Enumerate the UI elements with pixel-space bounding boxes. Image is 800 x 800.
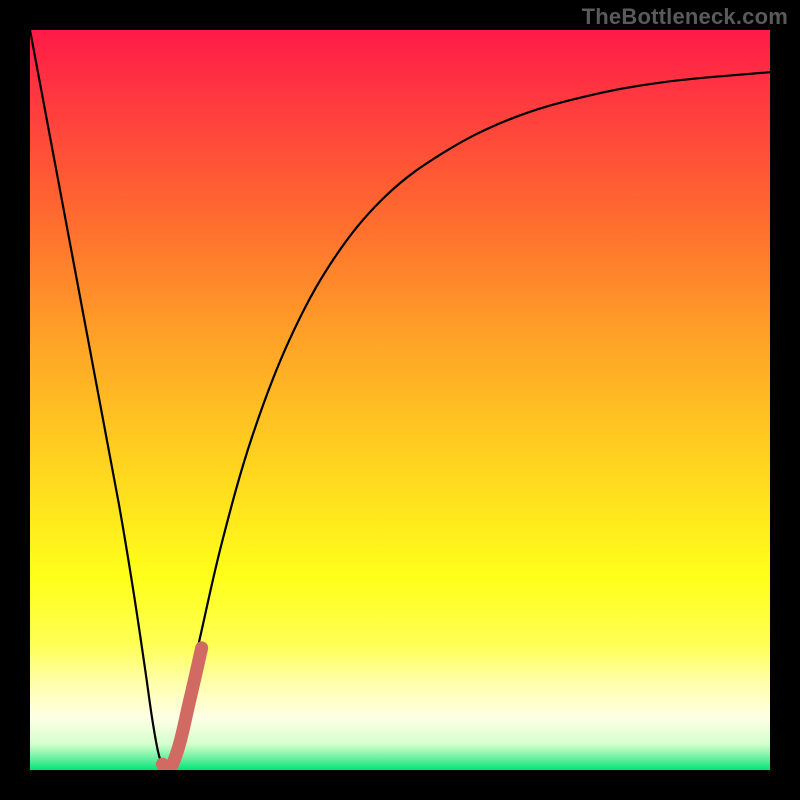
chart-svg — [0, 0, 800, 800]
chart-border — [770, 0, 800, 800]
chart-border — [0, 0, 30, 800]
chart-border — [0, 770, 800, 800]
watermark-text: TheBottleneck.com — [582, 4, 788, 30]
chart-frame: TheBottleneck.com — [0, 0, 800, 800]
gradient-background — [30, 30, 770, 770]
